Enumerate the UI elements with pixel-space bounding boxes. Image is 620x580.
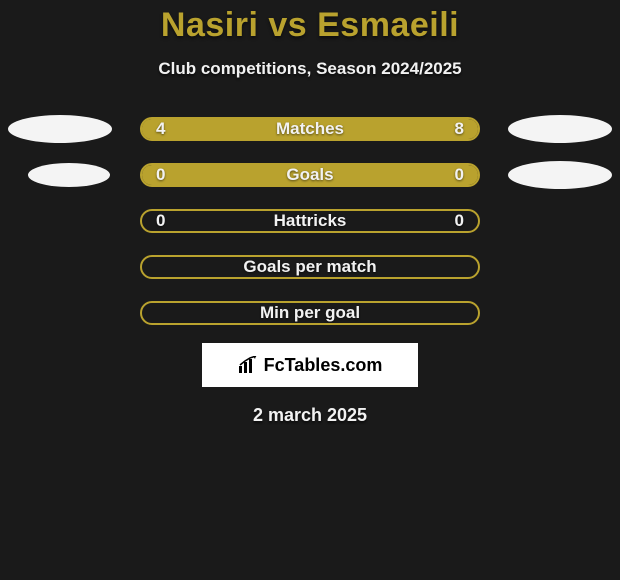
branding-text: FcTables.com bbox=[238, 355, 383, 376]
stat-bar: Hattricks 0 0 bbox=[140, 209, 480, 233]
player-oval-right bbox=[508, 115, 612, 143]
stat-label: Goals per match bbox=[243, 257, 376, 277]
stat-bar: Min per goal bbox=[140, 301, 480, 325]
stat-bar: Goals 0 0 bbox=[140, 163, 480, 187]
branding-badge: FcTables.com bbox=[202, 343, 418, 387]
player-oval-left bbox=[8, 115, 112, 143]
stat-label: Min per goal bbox=[260, 303, 360, 323]
stat-row: Min per goal bbox=[0, 301, 620, 325]
stat-value-right: 0 bbox=[455, 211, 464, 231]
stat-row: Goals per match bbox=[0, 255, 620, 279]
stat-value-left: 4 bbox=[156, 119, 165, 139]
stats-list: Matches 4 8 Goals 0 0 Hattricks 0 0 Goals per mat… bbox=[0, 117, 620, 325]
player-oval-right bbox=[508, 161, 612, 189]
stat-label: Matches bbox=[276, 119, 344, 139]
stat-bar: Matches 4 8 bbox=[140, 117, 480, 141]
player-oval-left bbox=[28, 163, 110, 187]
stat-value-left: 0 bbox=[156, 165, 165, 185]
branding-label: FcTables.com bbox=[264, 355, 383, 376]
stat-row: Hattricks 0 0 bbox=[0, 209, 620, 233]
chart-icon bbox=[238, 356, 260, 374]
stat-row: Matches 4 8 bbox=[0, 117, 620, 141]
stat-value-right: 0 bbox=[455, 165, 464, 185]
stat-label: Goals bbox=[286, 165, 333, 185]
stat-row: Goals 0 0 bbox=[0, 163, 620, 187]
page-title: Nasiri vs Esmaeili bbox=[161, 6, 459, 45]
stat-value-left: 0 bbox=[156, 211, 165, 231]
footer-date: 2 march 2025 bbox=[253, 405, 367, 426]
stat-bar: Goals per match bbox=[140, 255, 480, 279]
stat-value-right: 8 bbox=[455, 119, 464, 139]
page-subtitle: Club competitions, Season 2024/2025 bbox=[158, 59, 461, 79]
stat-label: Hattricks bbox=[274, 211, 347, 231]
comparison-card: Nasiri vs Esmaeili Club competitions, Se… bbox=[0, 0, 620, 580]
